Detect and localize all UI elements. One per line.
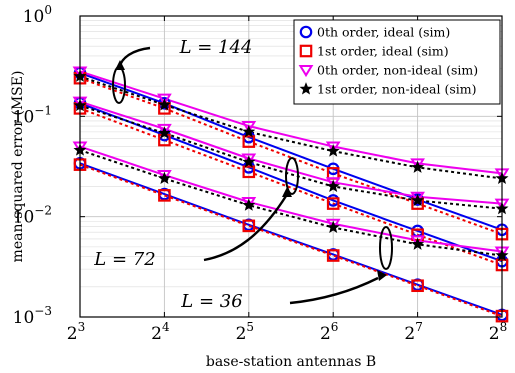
x-tick-label: 24 — [151, 320, 170, 344]
annotation-arrowhead — [377, 270, 387, 281]
x-tick-exponent: 8 — [500, 320, 508, 334]
y-tick-exponent: 0 — [44, 3, 52, 17]
marker-star — [242, 125, 256, 138]
x-tick-label: 25 — [236, 320, 254, 344]
annotation-arrowhead — [282, 187, 292, 197]
marker-star — [157, 171, 171, 185]
series-line-10 — [79, 145, 503, 253]
x-tick-exponent: 4 — [162, 320, 170, 334]
marker-star — [157, 98, 171, 111]
x-tick-exponent: 3 — [78, 320, 86, 334]
marker-square — [326, 197, 340, 210]
series-line-2 — [79, 70, 503, 175]
series-line-11 — [79, 149, 503, 257]
annotation-arrow — [203, 195, 288, 262]
marker-square — [242, 135, 256, 148]
marker-square — [158, 189, 171, 202]
series-line-7 — [79, 104, 503, 210]
legend: 0th order, ideal (sim) 1st order, ideal (… — [293, 19, 501, 105]
marker-star — [326, 144, 340, 157]
annotation-label: L = 72 — [93, 249, 155, 270]
marker-triangle — [241, 197, 257, 210]
marker-triangle — [157, 93, 172, 106]
x-tick-exponent: 7 — [415, 320, 423, 334]
y-tick-exponent: −3 — [34, 304, 52, 318]
series-lines — [79, 70, 503, 318]
marker-star — [326, 179, 340, 192]
y-axis-label: mean-squared error (MSE) — [10, 71, 26, 263]
marker-square — [242, 165, 256, 179]
annotation-label: L = 144 — [179, 37, 253, 58]
annotation-arrowhead — [115, 60, 125, 70]
annotation-arrow — [289, 276, 379, 305]
legend-label: 1st order, non-ideal (sim) — [317, 82, 477, 97]
y-tick-exponent: −2 — [34, 204, 52, 218]
marker-triangle — [410, 235, 425, 248]
annotation-ellipse — [285, 157, 299, 195]
y-tick-exponent: −1 — [34, 103, 52, 117]
marker-triangle — [157, 170, 172, 183]
x-tick-label: 28 — [489, 320, 507, 344]
legend-label: 1st order, ideal (sim) — [317, 44, 449, 59]
marker-star — [411, 193, 425, 206]
marker-triangle — [298, 65, 314, 78]
marker-circle — [299, 25, 313, 39]
x-axis-label: base-station antennas B — [206, 354, 376, 370]
marker-triangle — [410, 158, 425, 171]
marker-star — [411, 160, 425, 173]
marker-square — [411, 279, 424, 293]
marker-triangle — [241, 121, 257, 134]
y-tick-label: 100 — [23, 3, 52, 27]
marker-square — [326, 249, 340, 262]
marker-triangle — [241, 153, 257, 166]
marker-star — [242, 198, 256, 211]
x-tick-exponent: 6 — [331, 320, 339, 334]
marker-square — [299, 44, 313, 58]
x-tick-label: 23 — [67, 320, 85, 344]
series-line-3 — [79, 75, 503, 180]
marker-triangle — [157, 123, 172, 136]
annotation-label: L = 36 — [180, 291, 242, 312]
annotation-arrow — [118, 46, 151, 67]
marker-square — [242, 219, 256, 233]
series-line-9 — [79, 163, 503, 318]
series-line-0 — [79, 72, 503, 231]
marker-star — [242, 155, 256, 168]
legend-label: 0th order, ideal (sim) — [317, 25, 450, 40]
marker-triangle — [325, 141, 341, 154]
series-line-1 — [79, 77, 503, 236]
marker-star — [411, 237, 425, 250]
annotation-ellipse — [379, 226, 393, 270]
annotations: L = 144 L = 72 L = 36 — [93, 37, 393, 312]
series-line-6 — [79, 100, 503, 205]
x-tick-label: 27 — [404, 320, 422, 344]
marker-star — [326, 220, 340, 234]
legend-box — [293, 19, 501, 105]
plot-frame — [79, 15, 503, 318]
marker-triangle — [410, 191, 425, 204]
marker-star — [299, 82, 313, 95]
x-tick-exponent: 5 — [246, 320, 254, 334]
marker-star — [157, 126, 171, 139]
marker-triangle — [325, 218, 341, 231]
legend-label: 0th order, non-ideal (sim) — [317, 63, 478, 78]
x-tick-label: 26 — [320, 320, 338, 344]
y-tick-label: 10−3 — [13, 304, 52, 328]
series-line-4 — [79, 102, 503, 263]
y-tick-label: 10−2 — [13, 204, 52, 228]
marker-triangle — [325, 177, 341, 190]
